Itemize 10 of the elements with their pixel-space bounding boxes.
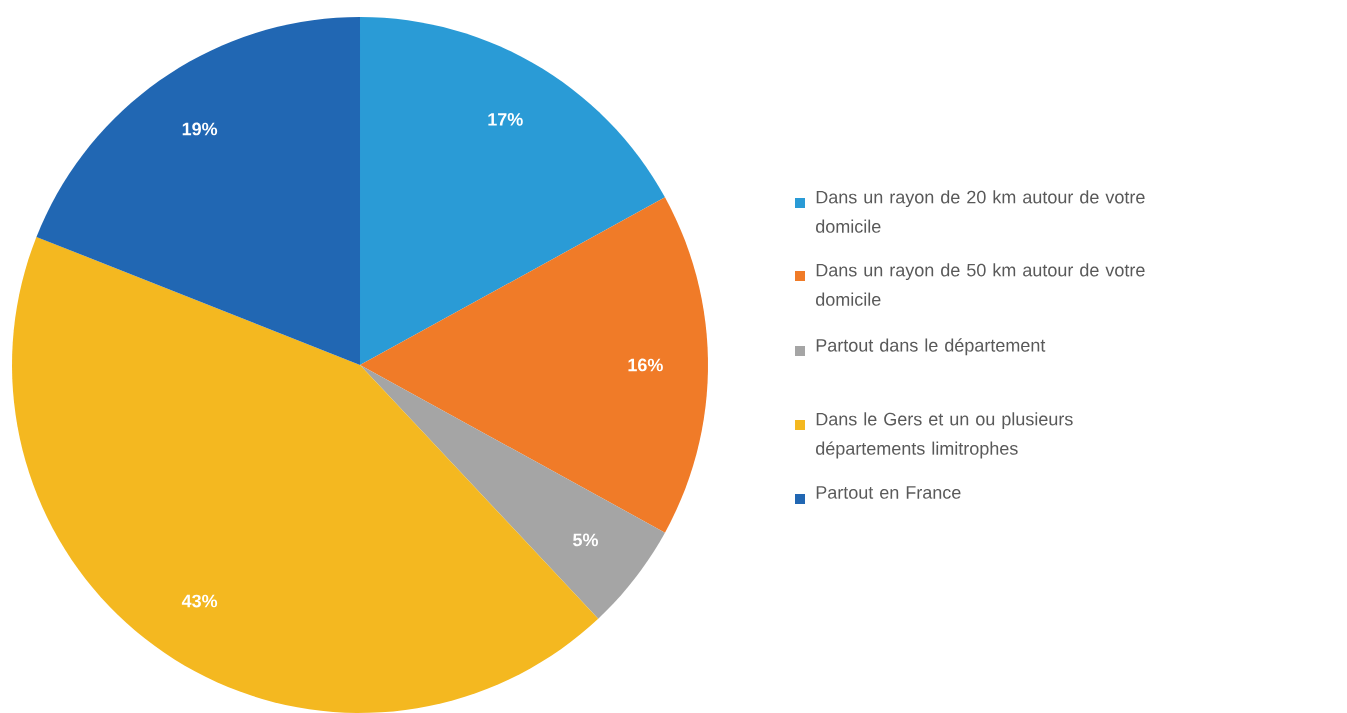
legend-label: Partout en France (816, 486, 961, 499)
legend-label: Dans un rayon de 20 km autour de votre domicile (816, 190, 1145, 233)
data-label: 19% (182, 122, 218, 136)
legend-label: Dans le Gers et un ou plusieurs départements limitrophes (816, 412, 1073, 459)
data-label: 5% (573, 533, 599, 547)
data-label: 43% (181, 594, 218, 608)
data-label: 17% (488, 113, 523, 126)
legend-label: Partout dans le département (816, 338, 1046, 356)
data-label: 16% (628, 358, 663, 372)
legend-label: Dans un rayon de 50 km autour de votre domicile (816, 263, 1145, 306)
